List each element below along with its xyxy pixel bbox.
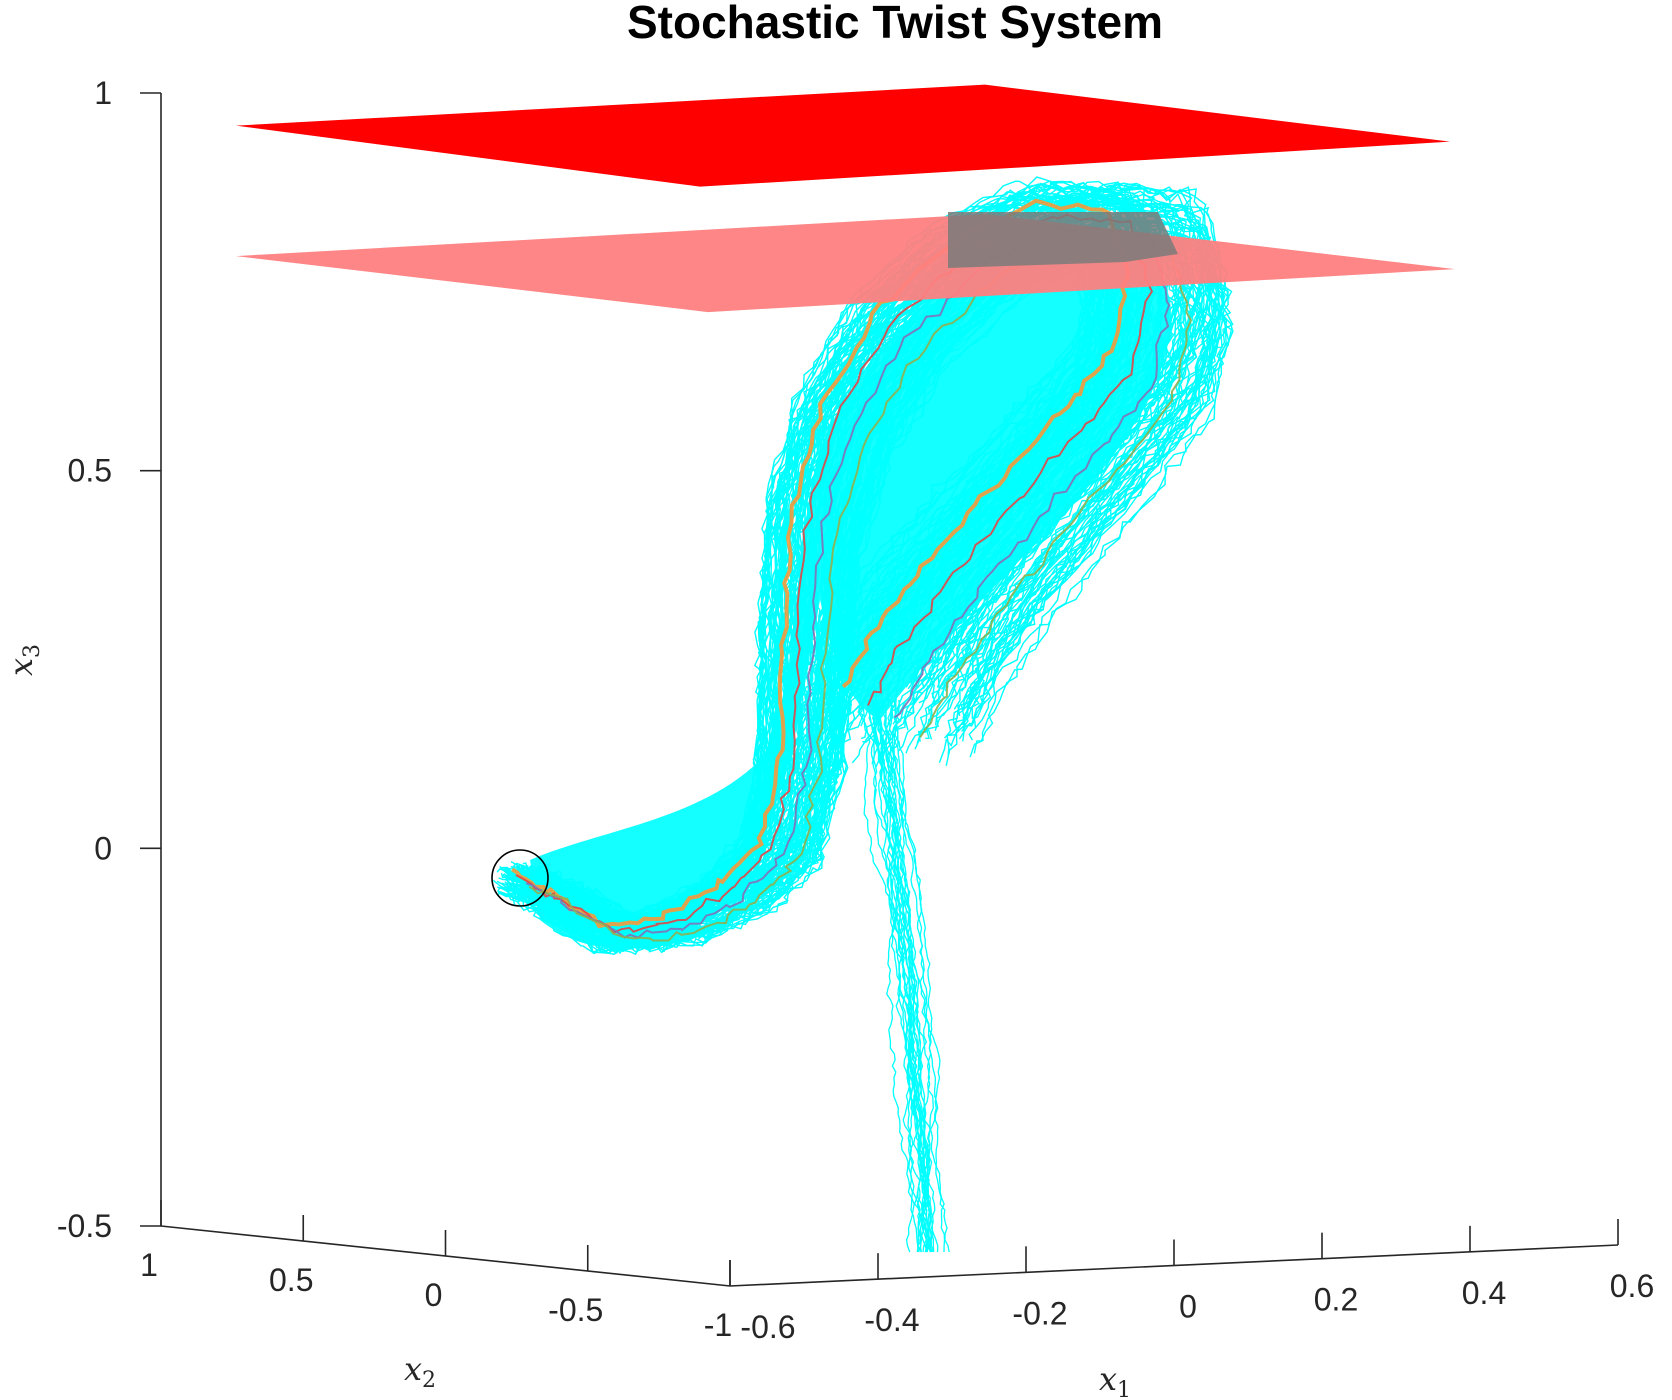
x2-tick-label: -0.5 bbox=[548, 1292, 603, 1328]
x3-tick-label: 1 bbox=[94, 75, 112, 111]
x1-axis-label: x1 bbox=[1099, 1360, 1131, 1400]
trajectory-tail bbox=[857, 699, 919, 1253]
x1-tick-label: 0 bbox=[1179, 1289, 1197, 1325]
highlighted-trajectory bbox=[515, 213, 1154, 934]
highlighted-trajectory bbox=[511, 198, 1130, 929]
highlighted-trajectory bbox=[525, 226, 1171, 939]
highlighted-trajectories bbox=[511, 198, 1193, 942]
x1-tick-label: -0.6 bbox=[740, 1309, 795, 1345]
x2-tick-label: 0 bbox=[425, 1277, 443, 1313]
x1-tick-label: 0.2 bbox=[1314, 1282, 1358, 1318]
trajectory-tail bbox=[866, 699, 932, 1253]
tick-marks: 1 0.5 0 -0.5 1 0.5 0 -0.5 -1 -0.6 -0.4 -0.2 0 0.2 0.4 0… bbox=[57, 75, 1654, 1345]
trajectory-tail bbox=[893, 699, 950, 1253]
x2-tick-label: -1 bbox=[704, 1307, 732, 1343]
trajectory-tail bbox=[880, 699, 922, 1253]
x2-axis-label: x2 bbox=[404, 1350, 436, 1393]
x3-tick-label: 0.5 bbox=[68, 453, 112, 489]
highlighted-trajectory bbox=[528, 240, 1193, 942]
start-marker-circle bbox=[491, 849, 549, 907]
lower-plane bbox=[236, 214, 1455, 313]
x3-tick-label: 0 bbox=[94, 830, 112, 866]
chart-title: Stochastic Twist System bbox=[627, 0, 1163, 48]
threshold-planes bbox=[236, 84, 1455, 313]
x1-tick-label: -0.2 bbox=[1012, 1295, 1067, 1331]
trajectory-tail bbox=[870, 699, 927, 1253]
trajectory-tail bbox=[887, 699, 923, 1253]
upper-plane bbox=[236, 84, 1450, 187]
plane-intersection-shade bbox=[948, 212, 1178, 268]
trajectory-tail bbox=[872, 699, 933, 1253]
x3-tick-label: -0.5 bbox=[57, 1208, 112, 1244]
x1-tick-label: 0.6 bbox=[1610, 1268, 1654, 1304]
trajectory-density bbox=[530, 227, 1171, 948]
x1-tick-label: -0.4 bbox=[864, 1302, 919, 1338]
trajectory-tail bbox=[867, 699, 934, 1253]
x2-tick-label: 0.5 bbox=[269, 1262, 313, 1298]
x1-tick-label: 0.4 bbox=[1462, 1275, 1506, 1311]
x3-axis-label: x3 bbox=[2, 644, 45, 676]
trajectory-tail bbox=[874, 699, 931, 1253]
x2-tick-label: 1 bbox=[140, 1247, 158, 1283]
